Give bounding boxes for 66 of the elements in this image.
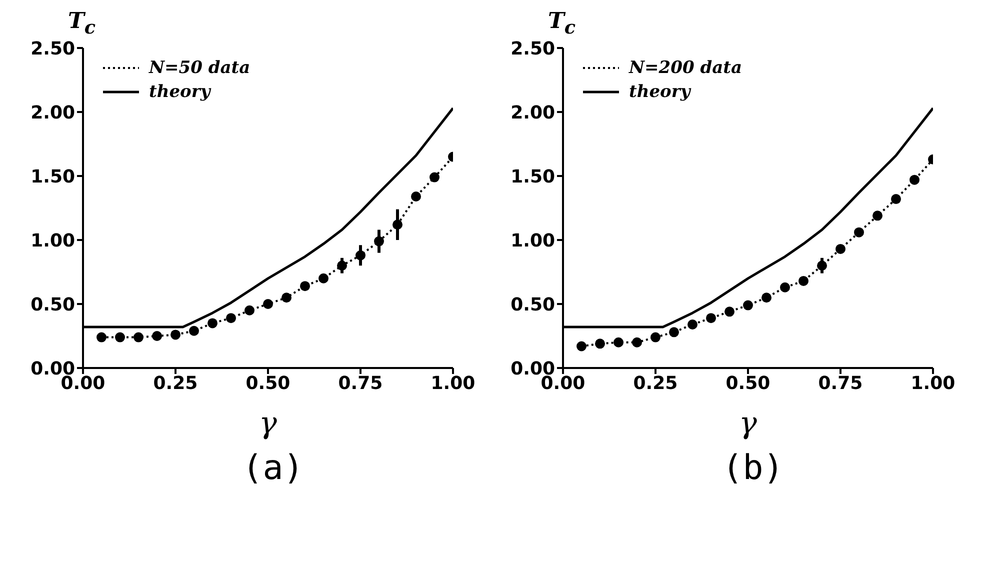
point xyxy=(244,305,254,316)
y-tick-label: 0.50 xyxy=(30,294,75,316)
point xyxy=(798,276,808,286)
legend-label: N=200 data xyxy=(629,58,742,78)
point xyxy=(576,341,586,352)
x-tick-label: 0.50 xyxy=(246,372,290,394)
point xyxy=(189,326,199,336)
point xyxy=(910,174,920,185)
point xyxy=(392,220,402,230)
point xyxy=(688,319,698,330)
point xyxy=(152,331,162,341)
y-tick-label: 2.00 xyxy=(30,102,75,124)
x-tick-label: 1.00 xyxy=(430,372,476,394)
point xyxy=(762,292,772,303)
y-tick-label: 2.50 xyxy=(30,38,75,60)
point xyxy=(411,191,421,202)
point xyxy=(430,172,440,182)
point xyxy=(632,337,642,348)
text: (a) xyxy=(241,448,305,488)
point xyxy=(282,292,292,303)
text: (b) xyxy=(721,448,785,488)
point xyxy=(263,299,273,309)
point xyxy=(836,244,846,254)
legend-label: N=50 data xyxy=(149,58,250,78)
point xyxy=(669,327,679,338)
x-tick-label: 0.50 xyxy=(726,372,770,394)
x-tick-label: 0.75 xyxy=(818,372,863,394)
point xyxy=(854,227,864,238)
y-axis-title: T$_{c}$ xyxy=(68,8,96,38)
x-axis-title: γ xyxy=(259,406,278,441)
point xyxy=(208,318,218,328)
point xyxy=(374,236,384,246)
y-tick-label: 2.00 xyxy=(510,102,555,124)
legend-label: theory xyxy=(629,82,690,102)
legend-label: theory xyxy=(149,82,210,102)
point xyxy=(226,313,236,324)
point xyxy=(706,313,716,324)
y-tick-label: 2.50 xyxy=(510,38,555,60)
y-tick-label: 1.00 xyxy=(510,230,555,252)
point xyxy=(817,260,827,271)
point xyxy=(356,250,366,260)
point xyxy=(650,332,660,342)
point xyxy=(337,260,347,271)
point xyxy=(743,300,753,310)
point xyxy=(134,332,144,342)
x-tick-label: 1.00 xyxy=(910,372,956,394)
x-tick-label: 0.75 xyxy=(338,372,383,394)
point xyxy=(614,337,624,348)
point xyxy=(300,281,310,292)
y-tick-label: 1.00 xyxy=(30,230,75,252)
x-tick-label: 0.25 xyxy=(633,372,678,394)
y-tick-label: 1.50 xyxy=(510,166,555,188)
y-tick-label: 1.50 xyxy=(30,166,75,188)
y-axis-title: T$_{c}$ xyxy=(548,8,576,38)
y-tick-label: 0.50 xyxy=(510,294,555,316)
x-axis-title: γ xyxy=(739,406,758,441)
point xyxy=(872,210,882,221)
point xyxy=(115,332,125,342)
point xyxy=(318,273,328,284)
x-tick-label: 0.25 xyxy=(153,372,198,394)
point xyxy=(724,306,734,317)
point xyxy=(780,282,790,292)
point xyxy=(96,332,106,342)
point xyxy=(595,338,605,349)
point xyxy=(891,194,901,204)
point xyxy=(170,330,180,340)
